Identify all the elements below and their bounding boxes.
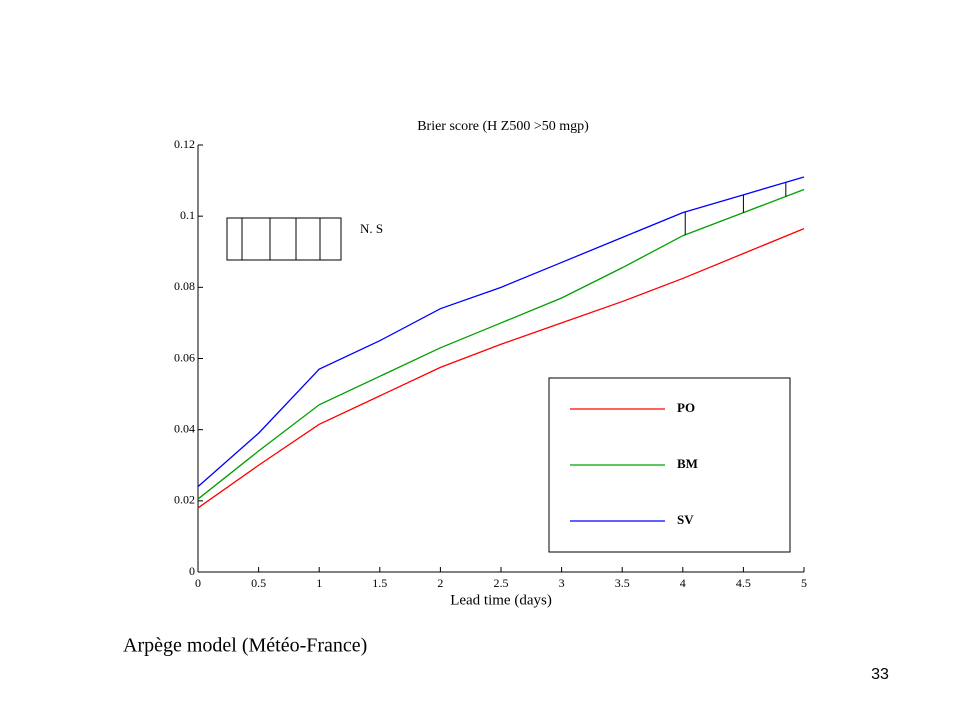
series-line [197,176,805,488]
chart-title: Brier score (H Z500 >50 mgp) [417,119,589,134]
ns-label: N. S [360,221,383,236]
x-tick-label: 3.5 [615,576,630,590]
y-tick-label: 0.08 [174,279,195,293]
x-tick-label: 5 [801,576,807,590]
legend-label: SV [677,512,694,527]
x-tick-label: 4.5 [736,576,751,590]
x-tick-label: 1.5 [372,576,387,590]
caption: Arpège model (Météo-France) [123,635,367,657]
x-tick-label: 2 [437,576,443,590]
x-tick-label: 4 [680,576,686,590]
y-tick-label: 0.1 [180,208,195,222]
ns-key: N. S [226,217,383,261]
x-tick-label: 0 [195,576,201,590]
x-tick-label: 3 [559,576,565,590]
x-tick-label: 2.5 [494,576,509,590]
legend-label: PO [677,400,695,415]
y-tick-label: 0.02 [174,493,195,507]
y-tick-label: 0.06 [174,350,195,364]
x-tick-label: 0.5 [251,576,266,590]
y-tick-label: 0.04 [174,421,195,435]
y-tick-label: 0 [189,564,195,578]
ns-key-box [226,217,342,261]
page-number: 33 [871,666,889,683]
legend-label: BM [677,456,698,471]
x-axis-label: Lead time (days) [450,592,552,608]
y-tick-label: 0.12 [174,137,195,151]
x-tick-label: 1 [316,576,322,590]
series-line [197,228,805,509]
series-line [197,188,805,500]
